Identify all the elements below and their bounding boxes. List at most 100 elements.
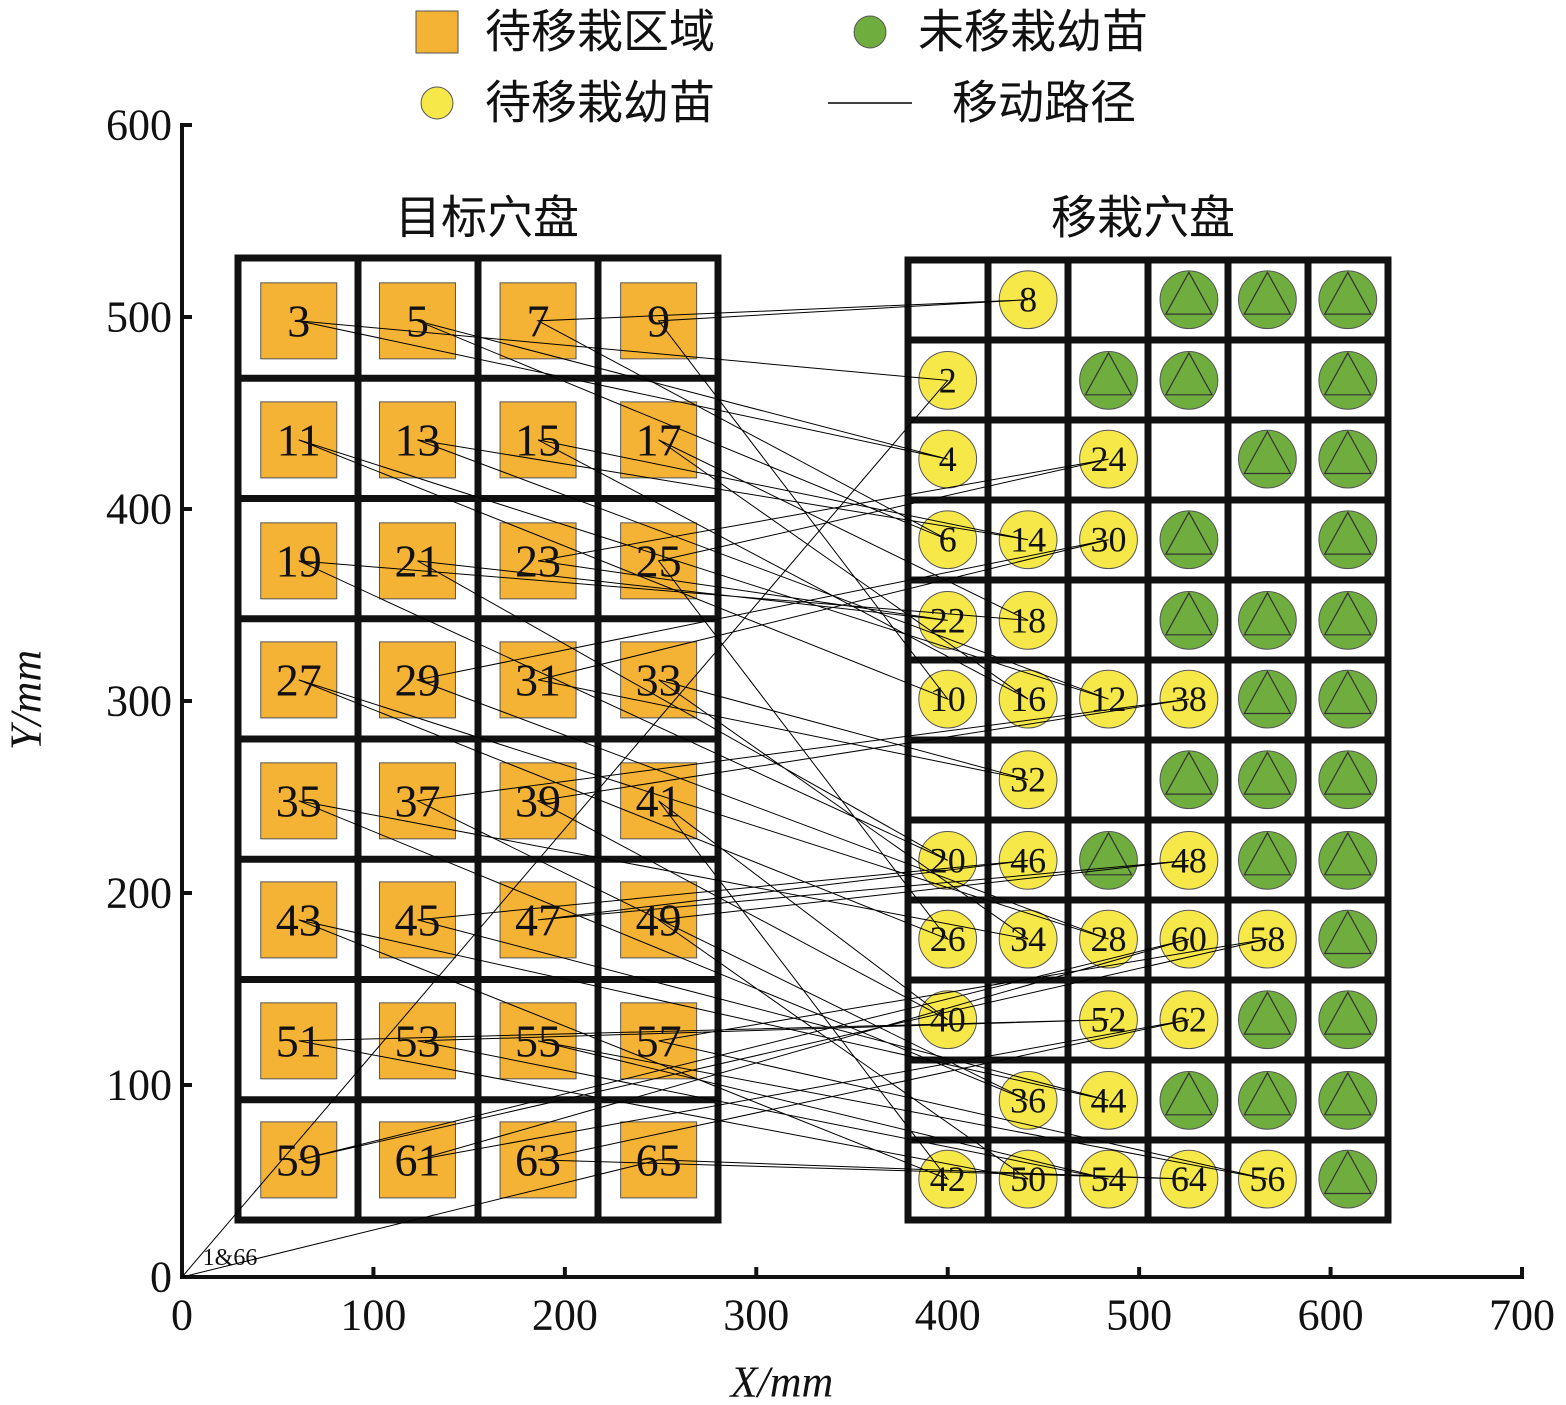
triangle-symbol	[1323, 670, 1372, 715]
point-label: 22	[930, 600, 966, 640]
circle-marker	[1318, 830, 1378, 890]
triangle-symbol	[1323, 1150, 1372, 1195]
legend-marker	[853, 15, 887, 49]
point-label: 36	[1010, 1080, 1046, 1120]
point-label: 12	[1091, 679, 1127, 719]
triangle-symbol	[1323, 511, 1372, 555]
point-label: 51	[276, 1015, 322, 1066]
circle-marker	[1238, 429, 1297, 489]
triangle-symbol	[1323, 751, 1372, 795]
legend-label: 未移栽幼苗	[918, 7, 1148, 58]
point-label: 2	[939, 360, 957, 400]
triangle-symbol	[1323, 271, 1372, 315]
point-label: 45	[394, 894, 440, 945]
circle-marker	[1318, 429, 1378, 489]
point-label: 48	[1171, 840, 1207, 880]
y-tick-label: 100	[106, 1061, 172, 1110]
point-label: 21	[394, 535, 440, 586]
x-tick-label: 200	[532, 1291, 598, 1340]
point-label: 17	[636, 414, 682, 465]
y-tick-label: 200	[106, 869, 172, 918]
point-label: 64	[1171, 1159, 1207, 1199]
point-label: 10	[930, 679, 966, 719]
point-label: 35	[276, 775, 322, 826]
point-label: 16	[1010, 679, 1046, 719]
circle-marker	[1238, 750, 1297, 810]
annotation: 1&66	[203, 1245, 258, 1271]
point-label: 47	[515, 894, 561, 945]
triangle-symbol	[1243, 751, 1292, 795]
point-label: 62	[1171, 1000, 1207, 1040]
point-label: 46	[1010, 840, 1046, 880]
point-label: 57	[636, 1015, 682, 1066]
circle-marker	[1238, 270, 1297, 330]
point-label: 6	[939, 520, 957, 560]
point-label: 24	[1091, 439, 1127, 479]
legend-label: 待移栽幼苗	[485, 78, 715, 129]
circle-marker	[1079, 830, 1138, 890]
circle-marker	[1238, 590, 1297, 650]
circle-marker	[1159, 270, 1219, 330]
point-label: 40	[930, 1000, 966, 1040]
point-label: 3	[287, 295, 310, 346]
triangle-symbol	[1164, 1071, 1214, 1116]
triangle-symbol	[1323, 1071, 1372, 1116]
point-label: 11	[277, 414, 321, 465]
y-tick-label: 600	[106, 101, 172, 150]
triangle-symbol	[1164, 511, 1214, 555]
x-tick-label: 0	[171, 1291, 193, 1340]
point-label: 61	[394, 1134, 440, 1185]
triangle-symbol	[1164, 351, 1214, 396]
point-label: 42	[930, 1159, 966, 1199]
circle-marker	[1318, 750, 1378, 810]
annotation: 目标穴盘	[395, 193, 579, 244]
circle-marker	[1318, 990, 1378, 1050]
y-tick-label: 0	[150, 1253, 172, 1302]
triangle-symbol	[1243, 670, 1292, 715]
circle-marker	[1238, 990, 1297, 1050]
point-label: 30	[1091, 520, 1127, 560]
point-label: 52	[1091, 1000, 1127, 1040]
triangle-symbol	[1323, 351, 1372, 396]
x-tick-label: 600	[1298, 1291, 1364, 1340]
point-label: 50	[1010, 1159, 1046, 1199]
triangle-symbol	[1164, 751, 1214, 795]
point-label: 65	[636, 1134, 682, 1185]
point-label: 19	[276, 535, 322, 586]
y-axis-label: Y/mm	[2, 650, 51, 750]
circle-marker	[1318, 270, 1378, 330]
point-label: 49	[636, 894, 682, 945]
circle-marker	[1318, 1070, 1378, 1130]
point-label: 14	[1010, 520, 1046, 560]
point-label: 20	[930, 840, 966, 880]
point-label: 41	[636, 775, 682, 826]
point-label: 26	[930, 919, 966, 959]
point-label: 9	[647, 295, 670, 346]
point-label: 38	[1171, 679, 1207, 719]
circle-marker	[1159, 1070, 1219, 1130]
circle-marker	[1238, 669, 1297, 729]
triangle-symbol	[1243, 991, 1292, 1035]
x-tick-label: 500	[1106, 1291, 1172, 1340]
x-tick-label: 400	[915, 1291, 981, 1340]
annotation: 移栽穴盘	[1051, 193, 1235, 244]
triangle-symbol	[1243, 430, 1292, 475]
circle-marker	[1318, 510, 1378, 570]
point-label: 31	[515, 654, 561, 705]
circle-marker	[1159, 350, 1219, 410]
point-label: 23	[515, 535, 561, 586]
point-label: 4	[939, 439, 957, 479]
circle-marker	[1159, 750, 1219, 810]
triangle-symbol	[1323, 591, 1372, 636]
legend-marker	[420, 86, 454, 120]
point-label: 34	[1010, 919, 1046, 959]
point-label: 59	[276, 1134, 322, 1185]
point-label: 33	[636, 654, 682, 705]
triangle-symbol	[1323, 831, 1372, 876]
y-tick-label: 500	[106, 293, 172, 342]
circle-marker	[1159, 510, 1219, 570]
path-line	[181, 299, 1268, 1278]
x-tick-label: 100	[340, 1291, 406, 1340]
point-label: 29	[394, 654, 440, 705]
